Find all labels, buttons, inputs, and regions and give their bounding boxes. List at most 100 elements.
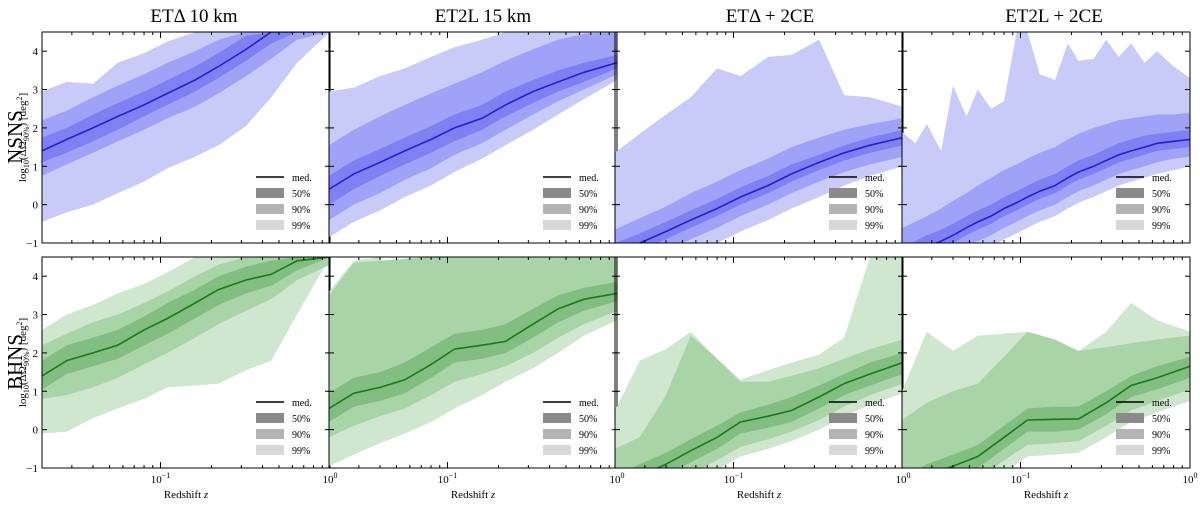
x-tick-label: 100 bbox=[610, 471, 625, 486]
legend-label: 90% bbox=[292, 205, 310, 216]
legend: med. 50% 90% 99% bbox=[543, 173, 599, 232]
legend-swatch bbox=[829, 204, 857, 214]
panel-nsns-1: med. 50% 90% 99% bbox=[328, 31, 618, 244]
band-99 bbox=[615, 39, 903, 243]
legend-label: 99% bbox=[865, 446, 883, 457]
legend-swatch bbox=[543, 445, 571, 455]
y-tick-label: 3 bbox=[33, 310, 39, 322]
x-ticks: 10−1 100 bbox=[901, 257, 1198, 486]
y-axis-label: log10(ΔΩ90%) [deg2] bbox=[15, 318, 31, 407]
legend-swatch bbox=[829, 188, 857, 198]
y-tick-label: −1 bbox=[26, 238, 38, 250]
band-50 bbox=[42, 257, 330, 390]
band-50 bbox=[329, 55, 617, 205]
legend-label: 50% bbox=[1152, 414, 1170, 425]
x-tick-label: 10−1 bbox=[1011, 471, 1031, 486]
legend-label: 99% bbox=[1152, 446, 1170, 457]
legend-label: 99% bbox=[579, 446, 597, 457]
panel-frame bbox=[901, 256, 1191, 469]
x-tick-label: 10−1 bbox=[724, 471, 744, 486]
legend-label: 90% bbox=[579, 205, 597, 216]
legend-swatch bbox=[1116, 429, 1144, 439]
y-tick-label: −1 bbox=[26, 463, 38, 475]
band-99 bbox=[42, 32, 330, 222]
plot-area bbox=[42, 32, 330, 222]
legend-swatch bbox=[256, 220, 284, 230]
row-title-0: NSNS bbox=[3, 110, 27, 164]
plot-area bbox=[615, 39, 903, 243]
panel-frame bbox=[328, 31, 618, 244]
legend-label: med. bbox=[865, 173, 885, 184]
y-tick-label: 2 bbox=[33, 123, 39, 135]
col-title-3: ET2L + 2CE bbox=[1005, 6, 1103, 27]
x-ticks bbox=[41, 32, 331, 243]
band-90 bbox=[42, 257, 330, 399]
x-ticks: 10−1 100 bbox=[328, 257, 625, 486]
col-title-1: ET2L 15 km bbox=[435, 6, 532, 27]
legend-label: 90% bbox=[1152, 205, 1170, 216]
column-titles: ETΔ 10 km ET2L 15 km ETΔ + 2CE ET2L + 2C… bbox=[150, 6, 1102, 27]
legend-label: 90% bbox=[865, 430, 883, 441]
legend-label: 90% bbox=[865, 205, 883, 216]
legend-label: 99% bbox=[865, 221, 883, 232]
x-tick-label: 10−1 bbox=[151, 471, 171, 486]
row-title-1: BHNS bbox=[3, 334, 27, 390]
panel-nsns-2: med. 50% 90% 99% bbox=[614, 31, 904, 244]
legend-label: 50% bbox=[292, 414, 310, 425]
legend-swatch bbox=[1116, 445, 1144, 455]
median-line bbox=[655, 361, 903, 468]
median-line bbox=[637, 136, 903, 243]
legend-swatch bbox=[543, 204, 571, 214]
legend-swatch bbox=[543, 188, 571, 198]
panel-frame bbox=[614, 256, 904, 469]
band-50 bbox=[42, 32, 330, 163]
legend-swatch bbox=[543, 413, 571, 423]
x-axis-label: Redshift z bbox=[451, 489, 496, 501]
legend-swatch bbox=[1116, 204, 1144, 214]
y-ticks bbox=[615, 275, 903, 469]
legend-label: 50% bbox=[292, 189, 310, 200]
y-tick-label: 3 bbox=[33, 85, 39, 97]
legend-label: 99% bbox=[292, 221, 310, 232]
panel-frame bbox=[901, 31, 1191, 244]
band-50 bbox=[631, 352, 903, 468]
legend: med. 50% 90% 99% bbox=[256, 398, 312, 457]
legend-swatch bbox=[256, 188, 284, 198]
legend-label: 99% bbox=[1152, 221, 1170, 232]
legend-label: 50% bbox=[1152, 189, 1170, 200]
median-line bbox=[329, 292, 617, 410]
panel-nsns-0: 4 3 2 1 0 −1 log10(ΔΩ90%) [deg2] med. 50% 90% 99% bbox=[15, 31, 331, 250]
median-line bbox=[42, 257, 330, 377]
plot-area bbox=[615, 257, 903, 468]
y-tick-label: 1 bbox=[33, 161, 39, 173]
legend: med. 50% 90% 99% bbox=[829, 173, 885, 232]
legend-label: 90% bbox=[292, 430, 310, 441]
plot-area bbox=[42, 257, 330, 434]
band-50 bbox=[920, 356, 1190, 468]
legend-swatch bbox=[829, 413, 857, 423]
legend-label: med. bbox=[1152, 173, 1172, 184]
col-title-0: ETΔ 10 km bbox=[150, 6, 237, 27]
x-axis-label: Redshift z bbox=[164, 489, 209, 501]
legend-label: med. bbox=[865, 398, 885, 409]
row-titles: NSNS BHNS bbox=[3, 110, 27, 390]
y-axis-label: log10(ΔΩ90%) [deg2] bbox=[15, 93, 31, 182]
legend-swatch bbox=[256, 204, 284, 214]
legend-label: 50% bbox=[579, 189, 597, 200]
legend-label: 50% bbox=[865, 414, 883, 425]
x-axis-label: Redshift z bbox=[737, 489, 782, 501]
legend-label: 90% bbox=[579, 430, 597, 441]
legend: med. 50% 90% 99% bbox=[543, 398, 599, 457]
legend-swatch bbox=[256, 445, 284, 455]
legend-label: 99% bbox=[579, 221, 597, 232]
legend: med. 50% 90% 99% bbox=[1116, 398, 1172, 457]
plot-area bbox=[902, 303, 1190, 468]
y-tick-label: 4 bbox=[33, 271, 39, 283]
legend-swatch bbox=[829, 429, 857, 439]
legend-label: med. bbox=[579, 398, 599, 409]
legend-swatch bbox=[256, 429, 284, 439]
x-axis-label: Redshift z bbox=[1024, 489, 1069, 501]
